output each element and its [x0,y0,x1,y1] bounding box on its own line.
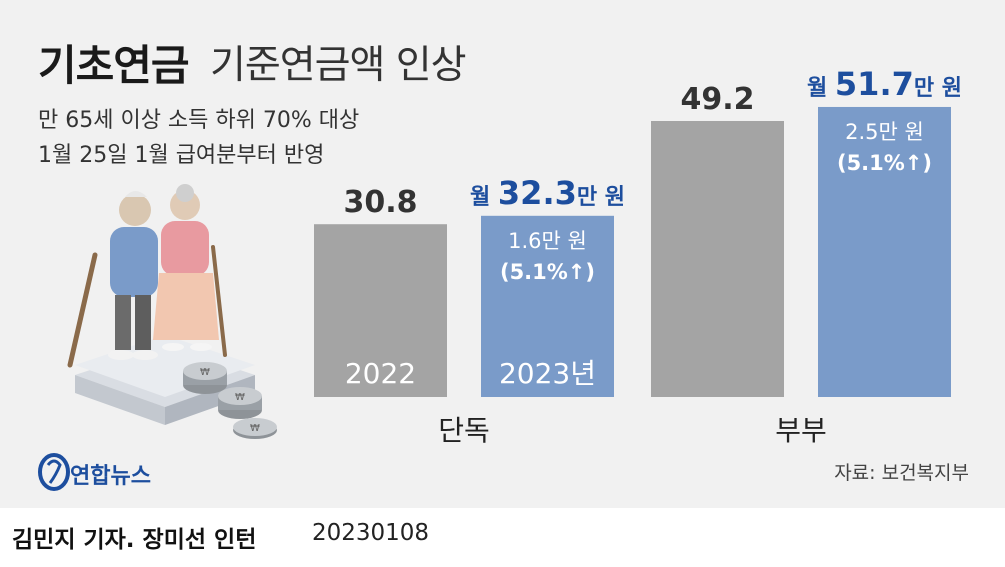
value-prefix: 월 [807,76,835,101]
bar-couple-2023 [818,106,951,397]
category-label-couple: 부부 [775,414,827,447]
svg-text:₩: ₩ [250,423,260,434]
increase-amount-single: 1.6만 원 [508,229,587,253]
elderly-man-icon [108,191,158,360]
bar-couple-2022 [651,120,784,397]
yonhap-logo-icon [38,453,70,491]
bar-single-2023 [481,215,614,397]
bar-single-2022 [314,224,447,397]
value-label-couple-2023: 월 51.7만 원 [807,65,962,103]
value-suffix: 만 원 [577,185,625,210]
svg-text:₩: ₩ [235,392,245,403]
source-note: 자료: 보건복지부 [834,462,969,484]
value-prefix: 월 [470,185,498,210]
elderly-couple-illustration: ₩ ₩ ₩ [67,184,277,439]
subtitle-line-2: 1월 25일 1월 급여분부터 반영 [38,143,325,168]
increase-pct-couple: (5.1%↑) [837,151,932,175]
svg-text:₩: ₩ [200,367,210,378]
page-title-sub: 기준연금액 인상 [210,43,467,88]
byline-credit: 김민지 기자. 장미선 인턴 [12,527,257,553]
byline-date: 20230108 [312,520,430,546]
value-label-single-2023: 월 32.3만 원 [470,174,625,212]
footer-bar [0,508,1005,567]
bar-year-label-2023: 2023년 [499,357,596,390]
increase-amount-couple: 2.5만 원 [845,120,924,144]
value-suffix: 만 원 [914,76,962,101]
subtitle-line-1: 만 65세 이상 소득 하위 70% 대상 [38,108,360,133]
logo-text: 연합뉴스 [70,464,151,489]
elderly-woman-icon [153,184,219,351]
value-number: 32.3 [498,174,577,212]
bar-year-label-2022: 2022 [345,357,416,390]
page-title: 기초연금 [38,41,190,90]
value-label-single-2022: 30.8 [343,185,417,220]
value-label-couple-2022: 49.2 [680,82,754,117]
value-number: 51.7 [835,65,914,103]
category-label-single: 단독 [438,414,490,447]
coin-stack-icon: ₩ ₩ ₩ [183,362,277,439]
increase-pct-single: (5.1%↑) [500,260,595,284]
pension-bar-chart: 30.8 49.2 월 32.3만 원 월 51.7만 원 1.6만 원 (5.… [314,65,962,447]
